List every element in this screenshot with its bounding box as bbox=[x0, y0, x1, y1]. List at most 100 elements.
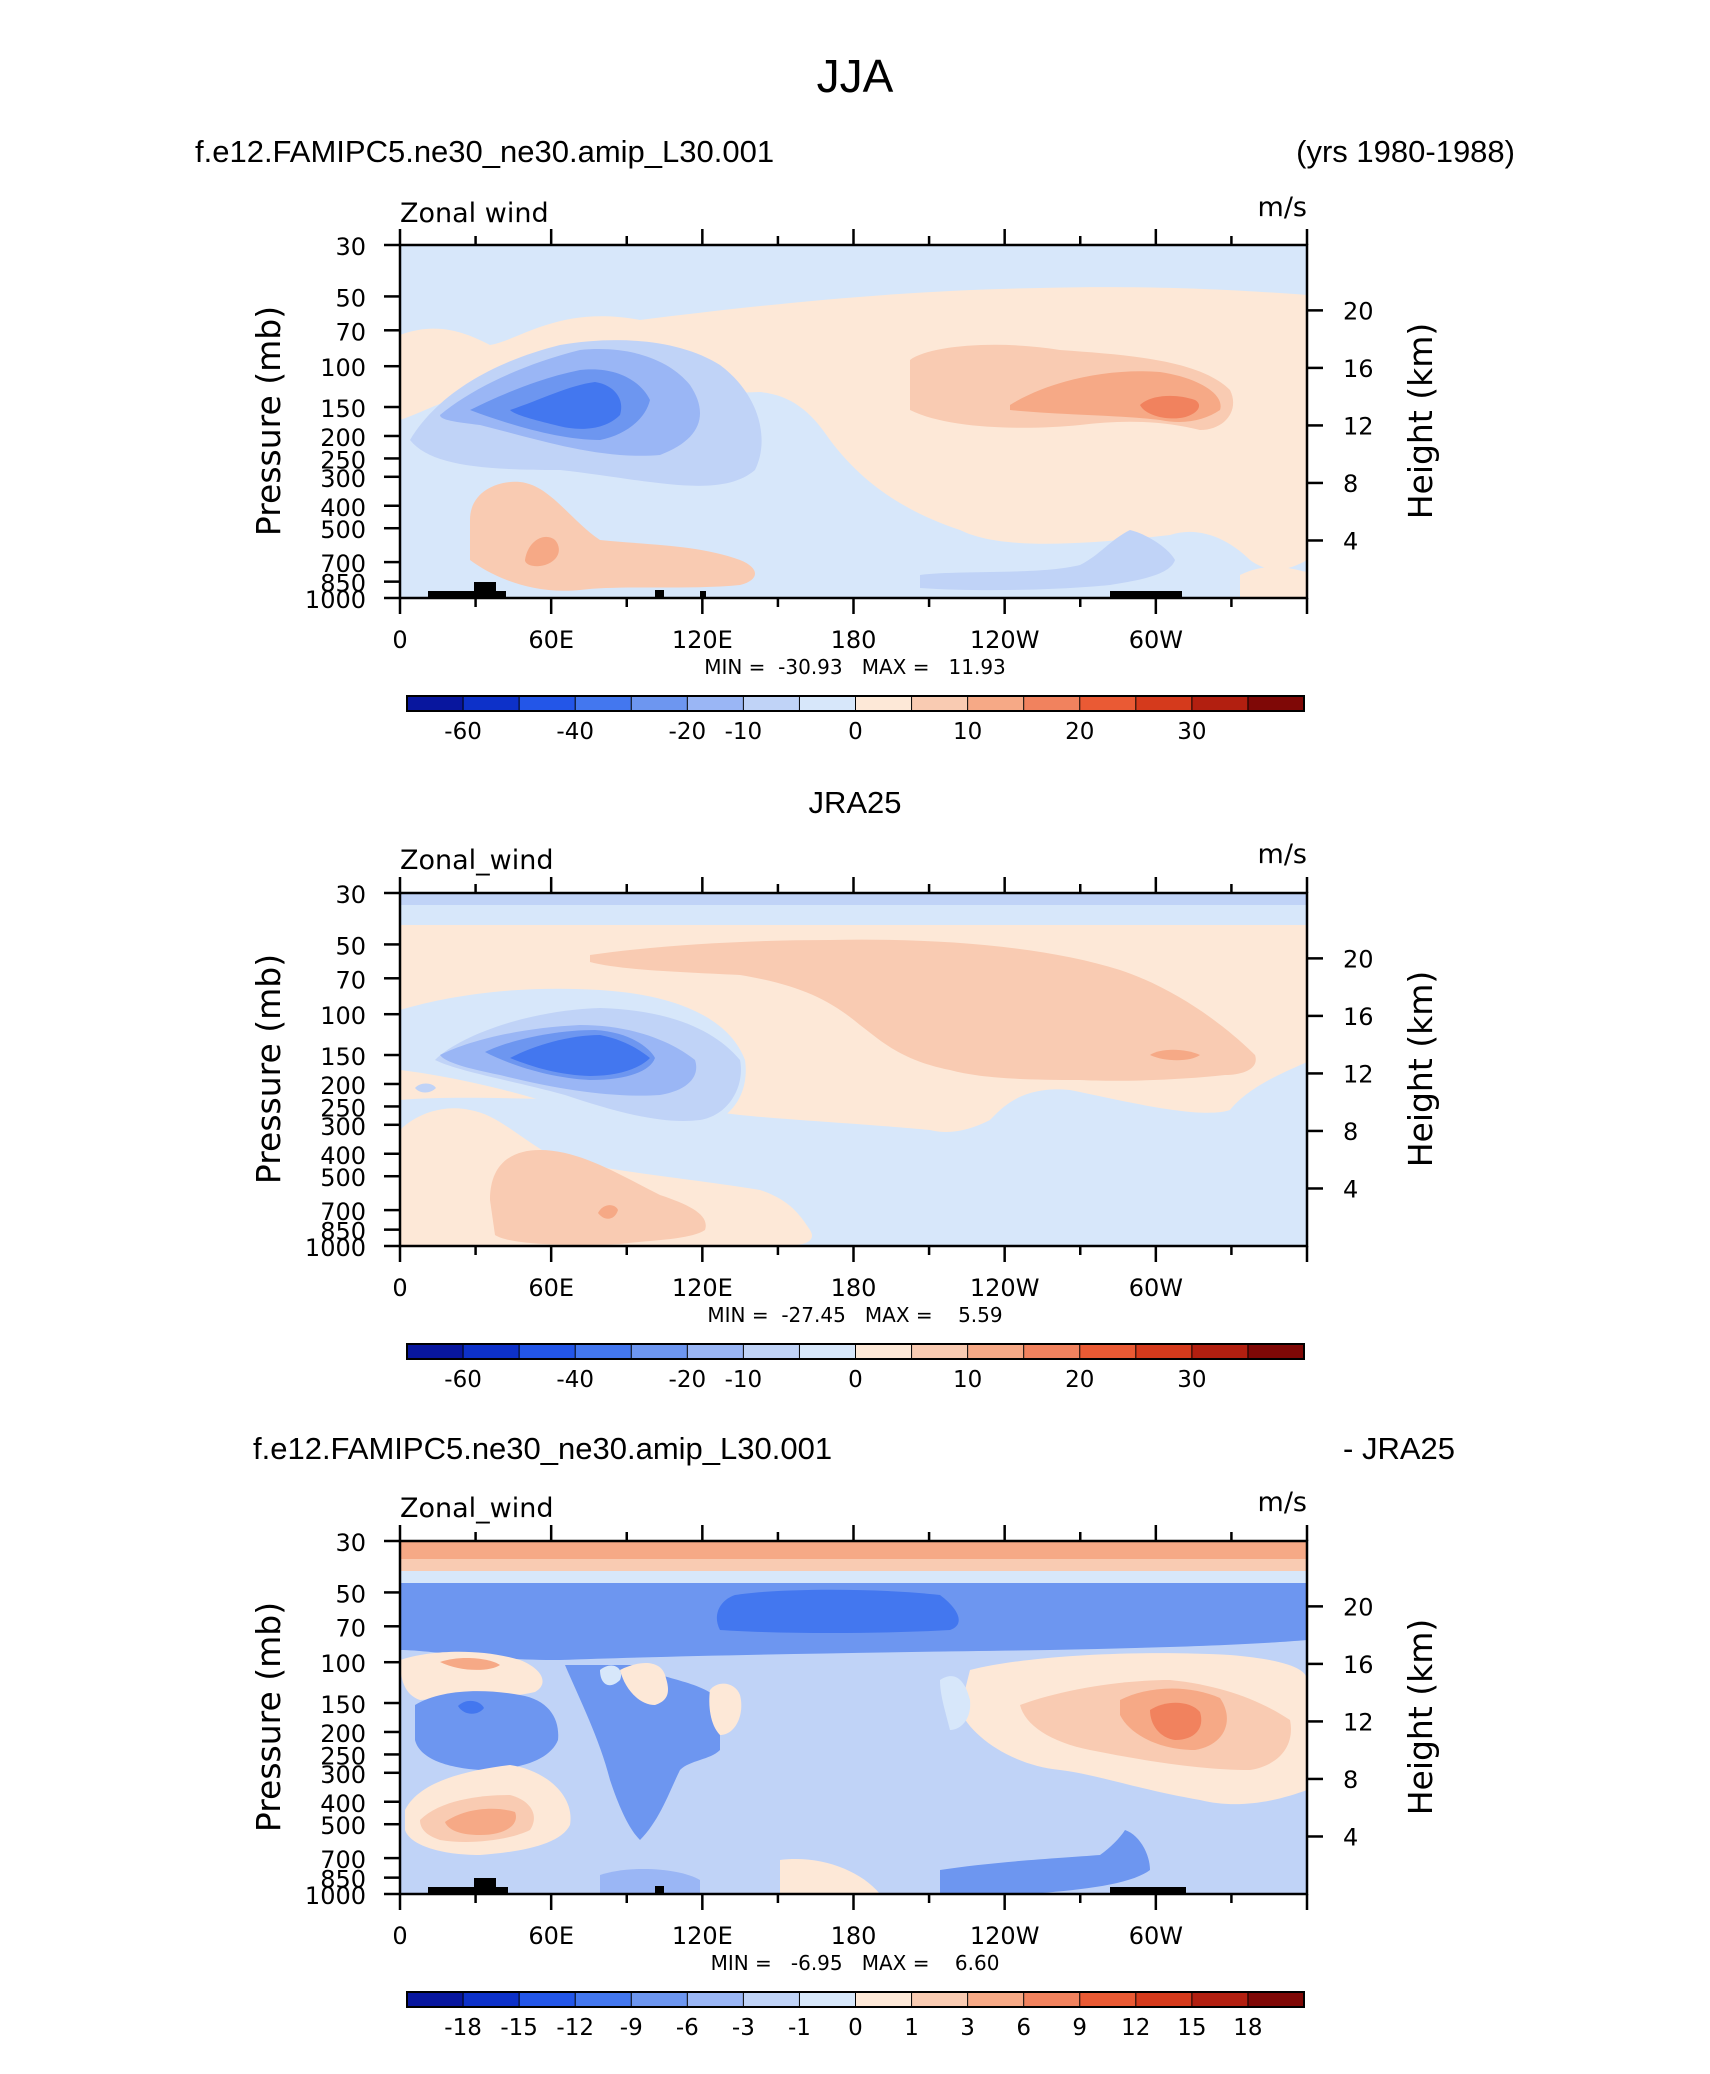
panel-3-colorbar: -18 -15 -12 -9 -6 -3 -1 0 1 3 6 9 12 15 18 bbox=[406, 1991, 1305, 2041]
colorbar-label: 20 bbox=[1065, 1367, 1094, 1393]
y-tick-label: 850 bbox=[320, 570, 366, 598]
colorbar-swatch bbox=[630, 1343, 689, 1360]
height-tick-label: 20 bbox=[1343, 297, 1374, 325]
colorbar-label: -40 bbox=[556, 719, 594, 745]
panel3-title-right: - JRA25 bbox=[1343, 1431, 1455, 1466]
panel-3-units: m/s bbox=[1258, 1487, 1307, 1518]
panel-3-west-jet-anomaly bbox=[415, 1691, 559, 1770]
panel-3-low-negative-2 bbox=[600, 1868, 700, 1894]
panel-2-low-level-max bbox=[598, 1205, 618, 1219]
y-tick-label: 400 bbox=[320, 1790, 366, 1818]
colorbar-label: -40 bbox=[556, 1367, 594, 1393]
colorbar-swatch bbox=[798, 695, 857, 712]
panel-1-ylabel: Pressure (mb) bbox=[249, 306, 288, 536]
height-tick-label: 20 bbox=[1343, 945, 1374, 973]
panel-1-westerly-core bbox=[1140, 395, 1200, 419]
panel-1-low-level-max bbox=[525, 536, 559, 567]
panel-1-colorbar: -60 -40 -20 -10 0 10 20 30 bbox=[406, 695, 1305, 745]
x-tick-label: 120E bbox=[672, 1274, 733, 1302]
panel-2-low-level-positive bbox=[490, 1150, 706, 1245]
panel-3-topo-2 bbox=[474, 1878, 496, 1894]
colorbar-label: 10 bbox=[953, 719, 982, 745]
panel-3-field-label: Zonal_wind bbox=[400, 1493, 554, 1524]
x-tick-label: 60E bbox=[528, 626, 574, 654]
colorbar-swatch bbox=[630, 695, 689, 712]
y-tick-label: 50 bbox=[335, 284, 366, 312]
panel-2-contours bbox=[400, 893, 1307, 1246]
panel-2-top-easterly bbox=[400, 893, 1307, 905]
panel2-title: JRA25 bbox=[808, 785, 901, 820]
colorbar-label: 0 bbox=[848, 2015, 863, 2041]
colorbar-swatch bbox=[1247, 1343, 1305, 1360]
y-tick-label: 70 bbox=[335, 966, 366, 994]
y-tick-label: 50 bbox=[335, 932, 366, 960]
panel-1-edge-positive bbox=[1240, 566, 1307, 598]
panel-1-topo-4 bbox=[700, 591, 706, 598]
colorbar-swatch bbox=[742, 1343, 801, 1360]
panel-2-jet-core bbox=[510, 1035, 650, 1076]
panel-3-upper-transition bbox=[400, 1571, 1307, 1583]
colorbar-swatch bbox=[798, 1991, 857, 2008]
colorbar-label: -20 bbox=[669, 719, 707, 745]
panel-2-stats: MIN = -27.45 MAX = 5.59 bbox=[707, 1303, 1002, 1327]
y-tick-label: 200 bbox=[320, 1072, 366, 1100]
colorbar-frame bbox=[406, 1343, 1305, 1360]
colorbar-swatch bbox=[1247, 1991, 1305, 2008]
x-tick-label: 60E bbox=[528, 1922, 574, 1950]
height-tick-label: 8 bbox=[1343, 470, 1358, 498]
height-tick-label: 4 bbox=[1343, 1175, 1358, 1203]
colorbar-label: 30 bbox=[1177, 719, 1206, 745]
colorbar-swatch bbox=[967, 695, 1025, 712]
y-tick-label: 50 bbox=[335, 1580, 366, 1608]
panel-3-mid-positive-2 bbox=[709, 1683, 742, 1735]
y-tick-label: 30 bbox=[335, 1529, 366, 1557]
y-tick-label: 850 bbox=[320, 1218, 366, 1246]
y-tick-label: 250 bbox=[320, 1094, 366, 1122]
panel-3-topo-1 bbox=[428, 1887, 508, 1894]
panel-3-west-upper-positive bbox=[400, 1651, 543, 1700]
y-tick-label: 300 bbox=[320, 465, 366, 493]
colorbar-label: 3 bbox=[960, 2015, 975, 2041]
y-tick-label: 150 bbox=[320, 1691, 366, 1719]
colorbar-label: -18 bbox=[444, 2015, 482, 2041]
colorbar-swatch bbox=[911, 1343, 969, 1360]
colorbar-swatch bbox=[967, 1991, 1025, 2008]
panel-3-stats: MIN = -6.95 MAX = 6.60 bbox=[711, 1951, 1000, 1975]
colorbar-swatch bbox=[1191, 1343, 1249, 1360]
panel-3-upper-negative-core bbox=[716, 1589, 959, 1633]
panel-2-ylabel-right: Height (km) bbox=[1401, 971, 1440, 1168]
panel-3: Zonal_wind m/s bbox=[249, 1487, 1440, 2041]
colorbar-swatch bbox=[1191, 695, 1249, 712]
colorbar-swatch bbox=[855, 1343, 913, 1360]
y-tick-label: 70 bbox=[335, 1614, 366, 1642]
panel-1: Zonal wind m/s 3050701001502002503004005… bbox=[249, 192, 1440, 745]
y-tick-label: 700 bbox=[320, 550, 366, 578]
colorbar-label: -9 bbox=[620, 2015, 643, 2041]
y-tick-label: 850 bbox=[320, 1866, 366, 1894]
y-tick-label: 300 bbox=[320, 1761, 366, 1789]
panel-1-topo-2 bbox=[474, 582, 496, 598]
colorbar-label: 20 bbox=[1065, 719, 1094, 745]
height-tick-label: 8 bbox=[1343, 1118, 1358, 1146]
colorbar-frame bbox=[406, 1991, 1305, 2008]
colorbar-label: 0 bbox=[848, 719, 863, 745]
panel-3-west-positive-core bbox=[1150, 1702, 1202, 1740]
colorbar-swatch bbox=[742, 1991, 801, 2008]
x-tick-label: 0 bbox=[392, 1274, 407, 1302]
colorbar-label: -60 bbox=[444, 719, 482, 745]
colorbar-swatch bbox=[518, 1343, 577, 1360]
colorbar-swatch bbox=[406, 1991, 465, 2008]
panel-3-west-jet-core bbox=[458, 1700, 484, 1714]
y-tick-label: 500 bbox=[320, 516, 366, 544]
colorbar-swatch bbox=[518, 1991, 577, 2008]
panel-2-colorbar: -60 -40 -20 -10 0 10 20 30 bbox=[406, 1343, 1305, 1393]
colorbar-label: -1 bbox=[788, 2015, 811, 2041]
height-tick-label: 4 bbox=[1343, 527, 1358, 555]
colorbar-swatch bbox=[911, 1991, 969, 2008]
panel3-title-left: f.e12.FAMIPC5.ne30_ne30.amip_L30.001 bbox=[253, 1431, 832, 1466]
panel-1-topo-3 bbox=[655, 590, 664, 598]
panel-2-ylabel: Pressure (mb) bbox=[249, 954, 288, 1184]
colorbar-label: 6 bbox=[1016, 2015, 1031, 2041]
